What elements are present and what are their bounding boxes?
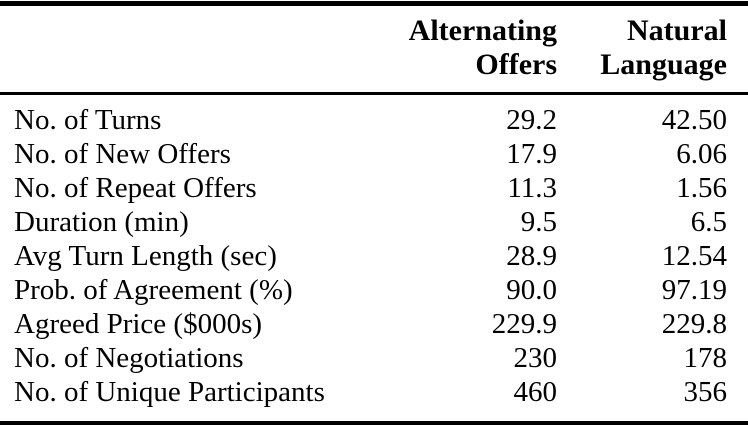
cell-alternating-offers: 229.9 <box>491 308 557 340</box>
column-header-line: Alternating <box>408 14 557 47</box>
table-row: No. of Repeat Offers 11.3 1.56 <box>0 171 748 205</box>
cell-natural-language: 6.5 <box>690 206 727 238</box>
cell-alternating-offers: 460 <box>513 376 558 408</box>
row-label: No. of Repeat Offers <box>14 172 257 204</box>
row-label: Avg Turn Length (sec) <box>14 240 277 272</box>
row-label: Agreed Price ($000s) <box>14 308 263 340</box>
cell-alternating-offers: 90.0 <box>506 274 557 306</box>
column-header-natural-language: Natural Language <box>557 3 748 95</box>
cell-natural-language: 178 <box>683 342 728 374</box>
column-header-line: Language <box>600 48 727 81</box>
cell-alternating-offers: 9.5 <box>520 206 557 238</box>
cell-alternating-offers: 29.2 <box>506 104 557 136</box>
table-row: Avg Turn Length (sec) 28.9 12.54 <box>0 239 748 273</box>
row-label: Prob. of Agreement (%) <box>14 274 293 306</box>
header-row: Alternating Offers Natural Language <box>0 3 748 95</box>
table-row: No. of Turns 29.2 42.50 <box>0 94 748 138</box>
row-label: No. of Negotiations <box>14 342 244 374</box>
table-row: Agreed Price ($000s) 229.9 229.8 <box>0 307 748 341</box>
row-label: No. of New Offers <box>14 138 231 170</box>
row-label: Duration (min) <box>14 206 189 238</box>
cell-natural-language: 356 <box>683 376 728 408</box>
table-row: Duration (min) 9.5 6.5 <box>0 205 748 239</box>
cell-natural-language: 97.19 <box>661 274 727 306</box>
cell-natural-language: 1.56 <box>676 172 727 204</box>
cell-alternating-offers: 28.9 <box>506 240 557 272</box>
column-header-line: Natural <box>627 14 727 47</box>
row-label: No. of Unique Participants <box>14 376 325 408</box>
cell-natural-language: 42.50 <box>661 104 727 136</box>
table-row: No. of Negotiations 230 178 <box>0 341 748 375</box>
cell-natural-language: 6.06 <box>676 138 727 170</box>
table-row: Prob. of Agreement (%) 90.0 97.19 <box>0 273 748 307</box>
column-header-alternating-offers: Alternating Offers <box>367 3 557 95</box>
cell-natural-language: 12.54 <box>661 240 727 272</box>
row-label: No. of Turns <box>14 104 162 136</box>
cell-natural-language: 229.8 <box>661 308 727 340</box>
table-row: No. of New Offers 17.9 6.06 <box>0 137 748 171</box>
column-header-line: Offers <box>475 48 557 81</box>
header-row-label-spacer <box>0 3 367 95</box>
table-row: No. of Unique Participants 460 356 <box>0 375 748 424</box>
cell-alternating-offers: 11.3 <box>507 172 557 204</box>
cell-alternating-offers: 17.9 <box>506 138 557 170</box>
cell-alternating-offers: 230 <box>513 342 558 374</box>
